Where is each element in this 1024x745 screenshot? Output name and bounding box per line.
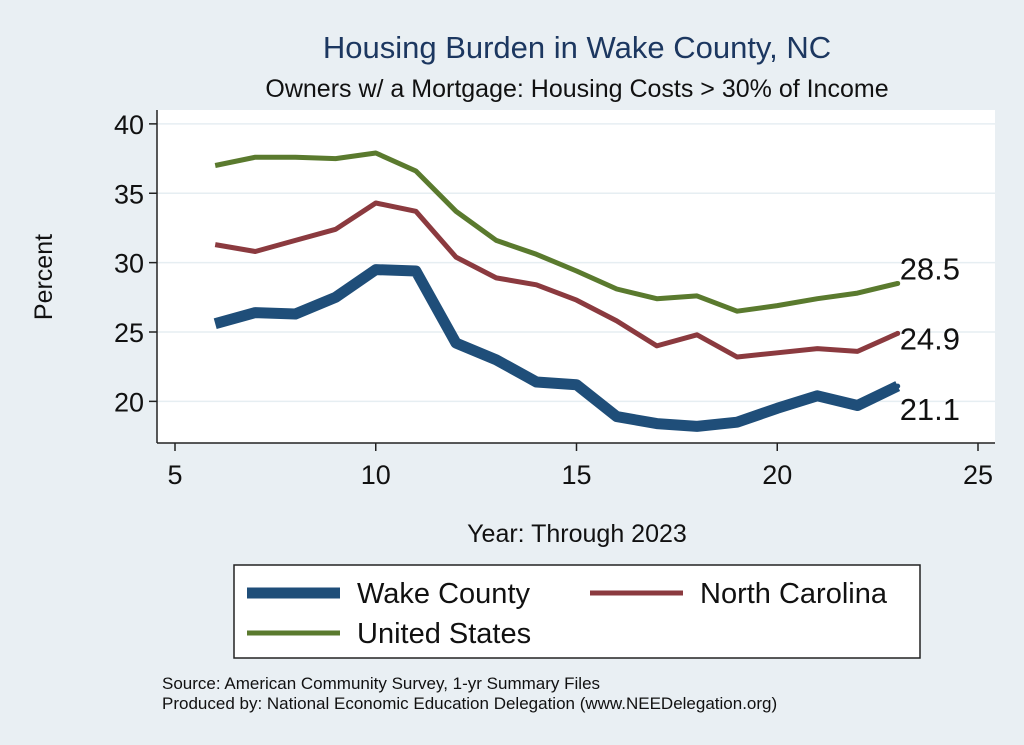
legend-label-united-states: United States [357, 618, 531, 650]
chart-subtitle: Owners w/ a Mortgage: Housing Costs > 30… [265, 75, 888, 103]
y-tick-label-35: 35 [114, 179, 144, 209]
plot-area [157, 110, 995, 443]
produced-by-note: Produced by: National Economic Education… [162, 694, 777, 713]
x-tick-label-10: 10 [361, 460, 391, 490]
y-tick-label-20: 20 [114, 387, 144, 417]
x-tick-label-25: 25 [963, 460, 993, 490]
series-end-labels: 21.1 24.9 28.5 [900, 251, 960, 427]
x-tick-label-20: 20 [762, 460, 792, 490]
chart-title: Housing Burden in Wake County, NC [323, 30, 831, 65]
series-end-point-united-states [895, 280, 901, 286]
legend-box [233, 564, 921, 659]
x-tick-label-15: 15 [561, 460, 591, 490]
end-label-north-carolina: 24.9 [900, 321, 960, 356]
y-axis-ticks: 20 25 30 35 40 [114, 110, 157, 417]
x-tick-label-5: 5 [167, 460, 182, 490]
x-axis-ticks: 5 10 15 20 25 [167, 443, 993, 490]
series-lines [213, 150, 901, 432]
end-label-wake-county: 21.1 [900, 392, 960, 427]
series-line-united-states [214, 150, 899, 314]
series-end-point-north-carolina [895, 330, 901, 336]
y-tick-label-25: 25 [114, 318, 144, 348]
series-line-wake-county [213, 264, 901, 432]
source-note: Source: American Community Survey, 1-yr … [162, 674, 600, 693]
x-axis-label: Year: Through 2023 [467, 520, 687, 548]
y-axis-label: Percent [30, 234, 58, 320]
y-tick-label-40: 40 [114, 110, 144, 140]
legend-label-north-carolina: North Carolina [700, 578, 888, 610]
end-label-united-states: 28.5 [900, 251, 960, 286]
series-line-north-carolina [214, 200, 899, 360]
y-tick-label-30: 30 [114, 249, 144, 279]
legend-label-wake-county: Wake County [357, 578, 530, 610]
series-end-point-wake-county [895, 383, 901, 389]
